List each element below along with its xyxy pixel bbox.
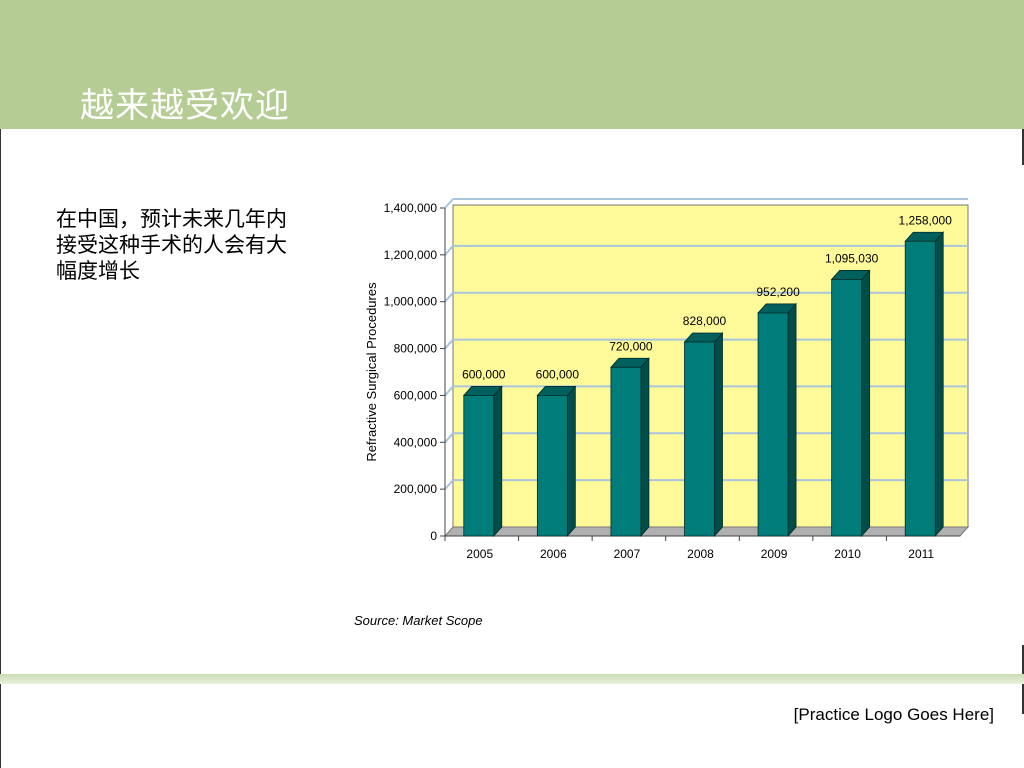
x-tick-label: 2010 [834,547,861,561]
data-label: 952,200 [756,285,800,299]
x-tick-label: 2009 [761,547,788,561]
x-tick-label: 2007 [614,547,641,561]
bar-side [714,331,723,538]
y-tick-label: 0 [430,529,437,543]
y-tick-label: 1,000,000 [384,295,438,309]
y-axis-label: Refractive Surgical Procedures [364,282,379,462]
practice-logo-placeholder: [Practice Logo Goes Here] [793,705,994,724]
frame-edge-mark [1022,645,1024,675]
data-label: 720,000 [609,339,653,353]
bar-side [787,302,797,538]
grid-line [444,245,454,256]
bar-chart: 0 200,000 400,000 600,000 800,000 1,000,000 1,… [364,198,970,561]
bar [831,279,863,537]
bar [684,341,715,537]
bar [536,395,568,537]
bar-side [861,269,871,538]
content-frame [0,129,1024,675]
x-tick-label: 2008 [687,547,714,561]
bar-side [493,385,503,538]
y-tick-label: 600,000 [394,388,438,402]
data-label: 1,258,000 [899,213,953,227]
y-tick-label: 1,200,000 [384,248,438,262]
bar [904,240,936,537]
data-label: 828,000 [683,314,727,328]
header-bar [0,0,1024,129]
bar-side [640,357,650,538]
data-label: 1,095,030 [825,251,879,265]
bar-side [566,385,576,538]
frame-edge-mark [1022,684,1024,714]
x-tick-label: 2011 [908,547,934,561]
grid-line [444,198,454,209]
chart-source: Source: Market Scope [354,613,483,628]
bar [610,366,642,537]
grid-line [444,432,454,443]
x-tick-label: 2005 [466,547,493,561]
grid-line [444,292,454,303]
data-label: 600,000 [536,367,580,381]
bar [757,312,789,537]
y-tick-label: 200,000 [394,482,438,496]
grid-line [444,385,454,397]
bar-side [934,231,944,538]
frame-edge-mark [1022,129,1024,165]
y-tick-label: 1,400,000 [384,201,438,215]
x-tick-label: 2006 [540,547,567,561]
y-tick-label: 400,000 [394,435,438,449]
body-text: 在中国，预计未来几年内接受这种手术的人会有大幅度增长 [56,207,287,283]
footer-divider [0,674,1024,684]
bar [463,395,495,537]
y-tick-label: 800,000 [394,342,438,356]
grid-line [444,338,454,350]
footer [0,684,1024,768]
grid-line [444,479,454,490]
data-label: 600,000 [462,367,506,381]
slide-title: 越来越受欢迎 [80,86,290,126]
